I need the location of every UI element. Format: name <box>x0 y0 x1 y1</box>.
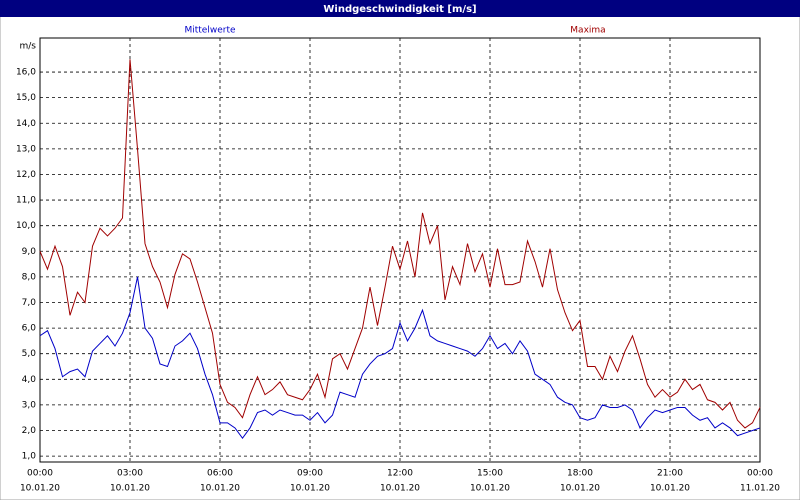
chart-title: Windgeschwindigkeit [m/s] <box>323 4 476 15</box>
x-tick-label: 00:00 <box>747 469 773 479</box>
x-tick-date: 11.01.20 <box>740 484 780 494</box>
y-tick-label: 15,0 <box>16 93 36 103</box>
x-tick-date: 10.01.20 <box>290 484 330 494</box>
x-tick-date: 10.01.20 <box>560 484 600 494</box>
series-line <box>39 59 761 429</box>
y-tick-label: 13,0 <box>16 144 36 154</box>
x-tick-label: 18:00 <box>567 469 593 479</box>
x-tick-date: 10.01.20 <box>20 484 60 494</box>
x-tick-label: 09:00 <box>297 469 323 479</box>
y-unit: m/s <box>20 42 37 52</box>
y-tick-label: 4,0 <box>22 375 37 385</box>
title-bar <box>0 0 800 17</box>
x-tick-label: 00:00 <box>27 469 53 479</box>
legend-label: Mittelwerte <box>184 26 235 36</box>
x-tick-date: 10.01.20 <box>470 484 510 494</box>
x-tick-date: 10.01.20 <box>380 484 420 494</box>
y-tick-label: 11,0 <box>16 196 36 206</box>
legend-label: Maxima <box>570 26 605 36</box>
y-tick-label: 3,0 <box>22 400 37 410</box>
y-tick-label: 5,0 <box>22 349 37 359</box>
y-tick-label: 8,0 <box>22 272 37 282</box>
x-tick-label: 15:00 <box>477 469 503 479</box>
x-tick-date: 10.01.20 <box>200 484 240 494</box>
y-tick-label: 9,0 <box>22 247 37 257</box>
x-tick-label: 12:00 <box>387 469 413 479</box>
x-tick-label: 21:00 <box>657 469 683 479</box>
x-tick-date: 10.01.20 <box>110 484 150 494</box>
x-tick-date: 10.01.20 <box>650 484 690 494</box>
x-tick-label: 06:00 <box>207 469 233 479</box>
y-tick-label: 1,0 <box>22 452 37 462</box>
y-tick-label: 14,0 <box>16 119 36 129</box>
y-tick-label: 16,0 <box>16 68 36 78</box>
series-line <box>39 276 761 440</box>
y-tick-label: 12,0 <box>16 170 36 180</box>
y-tick-label: 6,0 <box>22 324 37 334</box>
y-tick-label: 10,0 <box>16 221 36 231</box>
y-tick-label: 7,0 <box>22 298 37 308</box>
y-tick-label: 2,0 <box>22 426 37 436</box>
x-tick-label: 03:00 <box>117 469 143 479</box>
